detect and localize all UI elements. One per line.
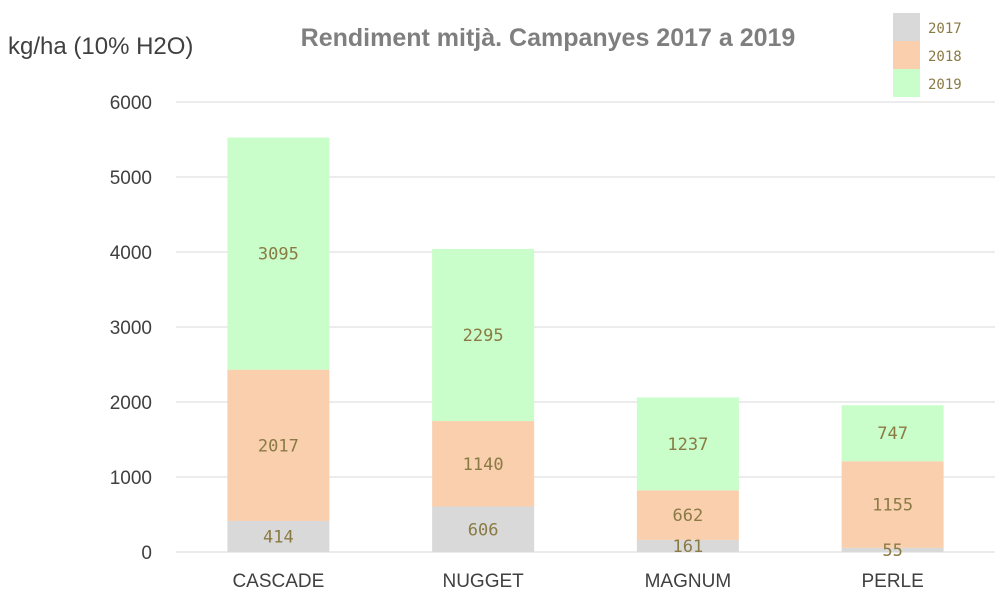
data-label: 1237 [667, 435, 708, 455]
y-tick-label: 5000 [110, 168, 152, 189]
y-tick-label: 0 [141, 543, 152, 564]
bar-2018-perle [841, 461, 944, 548]
data-label: 55 [882, 541, 902, 561]
data-label: 1155 [872, 496, 913, 516]
x-tick-label: CASCADE [232, 571, 324, 592]
y-axis-ticks: 0 1000 2000 3000 4000 5000 6000 [110, 93, 152, 564]
data-labels: 414 2017 3095 606 1140 2295 161 662 1237 55 1155 74… [258, 245, 913, 561]
chart-title: Rendiment mitjà. Campanyes 2017 a 2019 [301, 24, 796, 52]
bar-2018-nugget [432, 421, 535, 507]
legend-swatch-2019 [893, 69, 920, 97]
bar-2017-perle [841, 547, 944, 552]
bar-2018-cascade [227, 369, 330, 521]
bars [227, 137, 944, 552]
legend-label: 2019 [928, 77, 962, 93]
bar-2017-nugget [432, 506, 535, 552]
data-label: 3095 [258, 245, 299, 265]
x-axis-ticks: CASCADE NUGGET MAGNUM PERLE [232, 571, 923, 592]
y-axis-label: kg/ha (10% H2O) [8, 33, 193, 60]
data-label: 2017 [258, 436, 299, 456]
bar-2019-nugget [432, 248, 535, 422]
x-tick-label: MAGNUM [645, 571, 732, 592]
y-tick-label: 3000 [110, 318, 152, 339]
bar-2019-perle [841, 405, 944, 462]
bar-2017-magnum [636, 539, 739, 552]
x-tick-label: PERLE [861, 571, 923, 592]
y-tick-label: 2000 [110, 393, 152, 414]
y-tick-label: 1000 [110, 468, 152, 489]
data-label: 161 [673, 537, 704, 557]
data-label: 662 [673, 506, 704, 526]
data-label: 414 [263, 527, 294, 547]
data-label: 1140 [463, 455, 504, 475]
x-tick-label: NUGGET [442, 571, 524, 592]
legend: 2017 2018 2019 [893, 13, 962, 97]
y-tick-label: 6000 [110, 93, 152, 114]
legend-swatch-2017 [893, 13, 920, 41]
data-label: 2295 [463, 326, 504, 346]
legend-label: 2018 [928, 49, 962, 65]
legend-swatch-2018 [893, 41, 920, 69]
bar-2018-magnum [636, 490, 739, 540]
legend-label: 2017 [928, 21, 962, 37]
bar-2019-magnum [636, 397, 739, 491]
y-tick-label: 4000 [110, 243, 152, 264]
bar-2019-cascade [227, 137, 330, 370]
data-label: 747 [877, 424, 908, 444]
bar-2017-cascade [227, 520, 330, 552]
data-label: 606 [468, 520, 499, 540]
